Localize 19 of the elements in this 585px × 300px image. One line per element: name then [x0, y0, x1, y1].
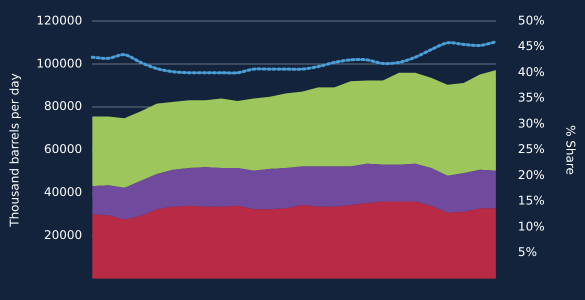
y-tick-label: 40000 [44, 185, 82, 200]
y2-tick-label: 5% [518, 245, 537, 260]
y2-tick-label: 20% [518, 168, 545, 182]
y2-tick-label: 30% [518, 116, 545, 130]
y-tick-label: 60000 [44, 142, 82, 156]
y2-tick-label: 45% [518, 39, 545, 54]
y2-tick-label: 35% [518, 90, 545, 105]
y2-tick-label: 10% [518, 219, 545, 234]
y-tick-label: 100000 [36, 56, 82, 70]
y-tick-label: 120000 [36, 13, 82, 28]
y2-axis-title: % Share [564, 125, 578, 175]
y2-tick-label: 25% [518, 142, 545, 156]
y2-tick-label: 40% [518, 64, 545, 79]
y2-tick-label: 50% [518, 13, 545, 28]
y-tick-label: 20000 [44, 228, 82, 242]
y2-tick-label: 15% [518, 194, 545, 208]
line-series [90, 40, 498, 74]
y-axis-title: Thousand barrels per day [7, 73, 22, 228]
y-tick-label: 80000 [44, 99, 82, 114]
